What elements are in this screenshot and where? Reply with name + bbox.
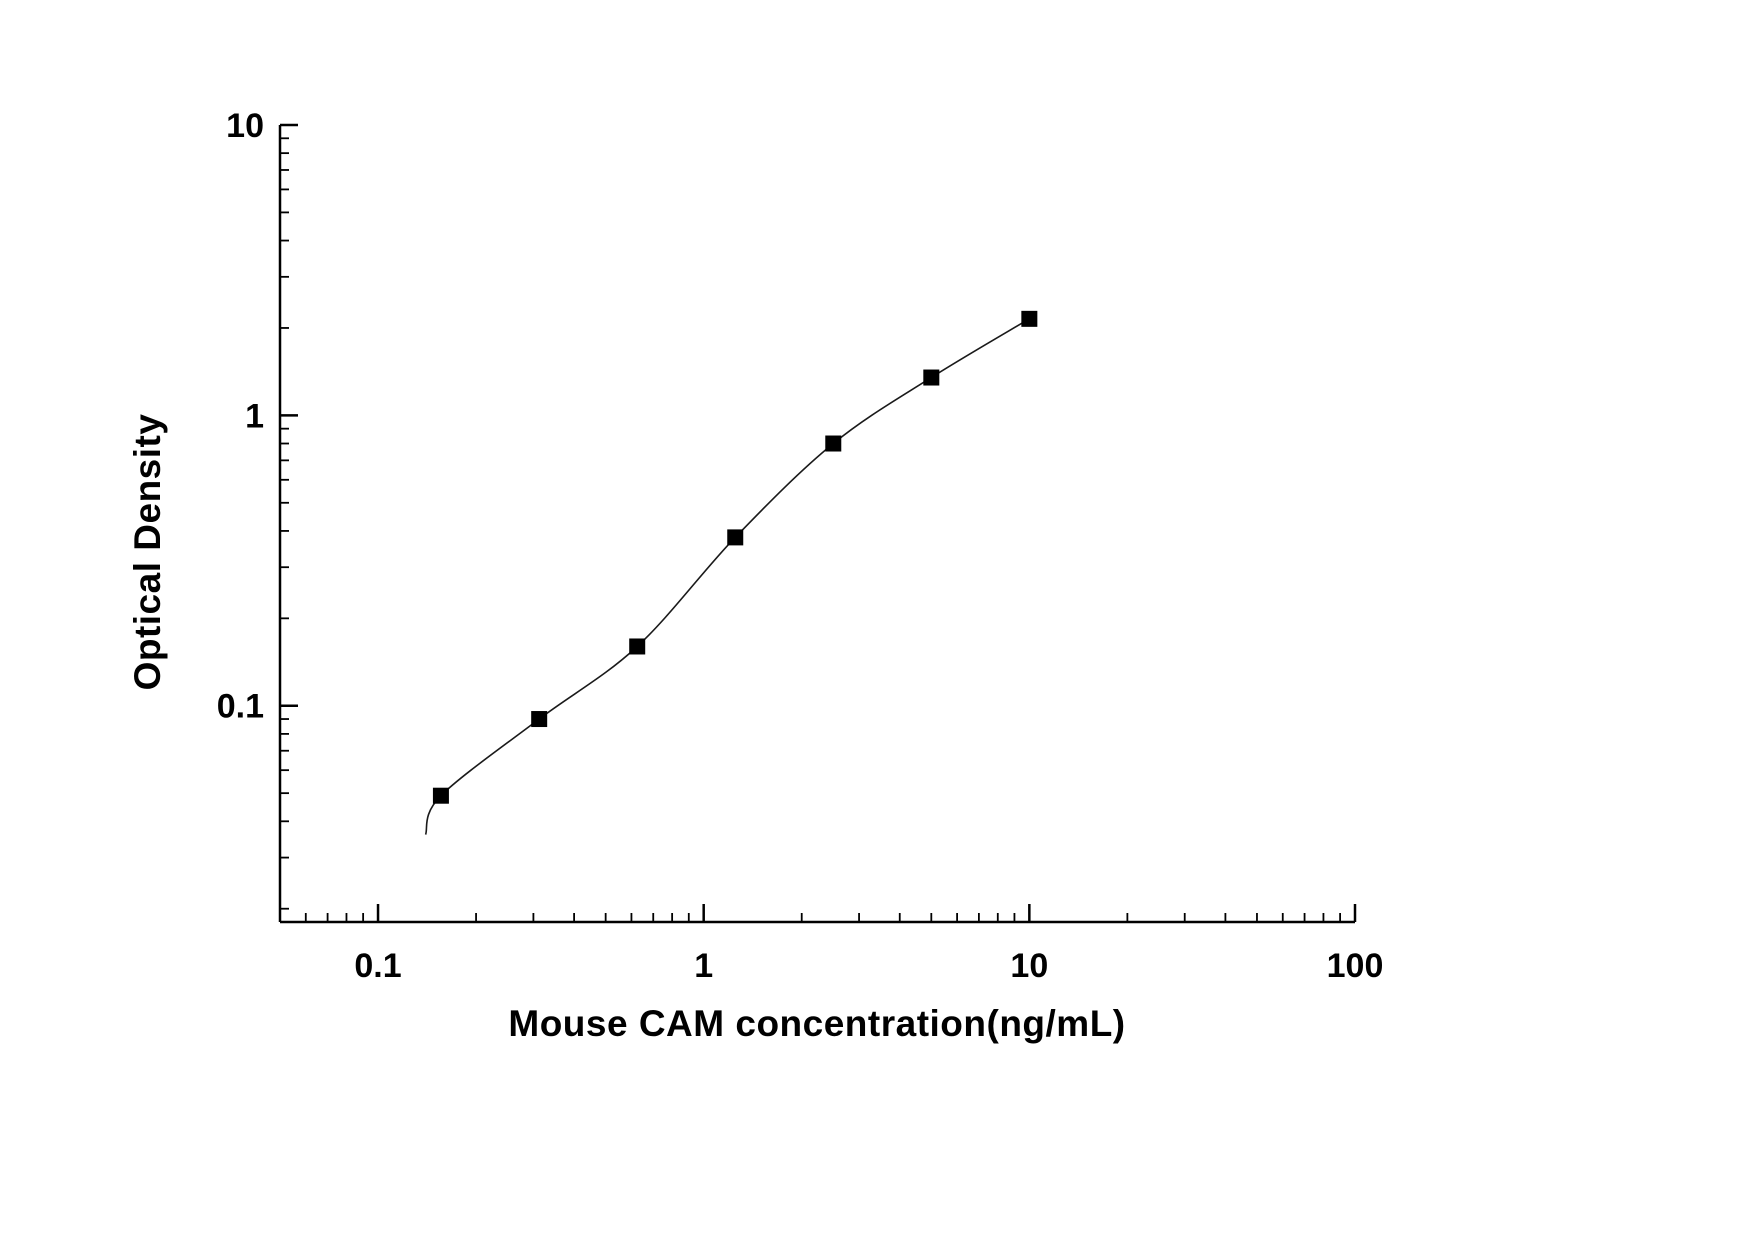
y-axis-label: Optical Density [127, 413, 168, 691]
data-point-marker [432, 787, 449, 804]
data-point-marker [727, 529, 744, 546]
x-tick-label: 0.1 [354, 947, 401, 985]
y-tick-label: 0.1 [217, 688, 264, 726]
data-point-marker [531, 711, 548, 728]
data-point-marker [923, 369, 940, 386]
fit-curve [424, 318, 1030, 835]
data-point-marker [1021, 310, 1038, 327]
y-tick-label: 1 [245, 397, 264, 435]
x-tick-label: 100 [1327, 947, 1384, 985]
y-tick-label: 10 [226, 107, 264, 145]
x-tick-label: 1 [694, 947, 713, 985]
x-axis-label: Mouse CAM concentration(ng/mL) [508, 1003, 1126, 1044]
data-point-marker [825, 435, 842, 452]
data-point-marker [629, 638, 646, 655]
x-tick-label: 10 [1010, 947, 1048, 985]
